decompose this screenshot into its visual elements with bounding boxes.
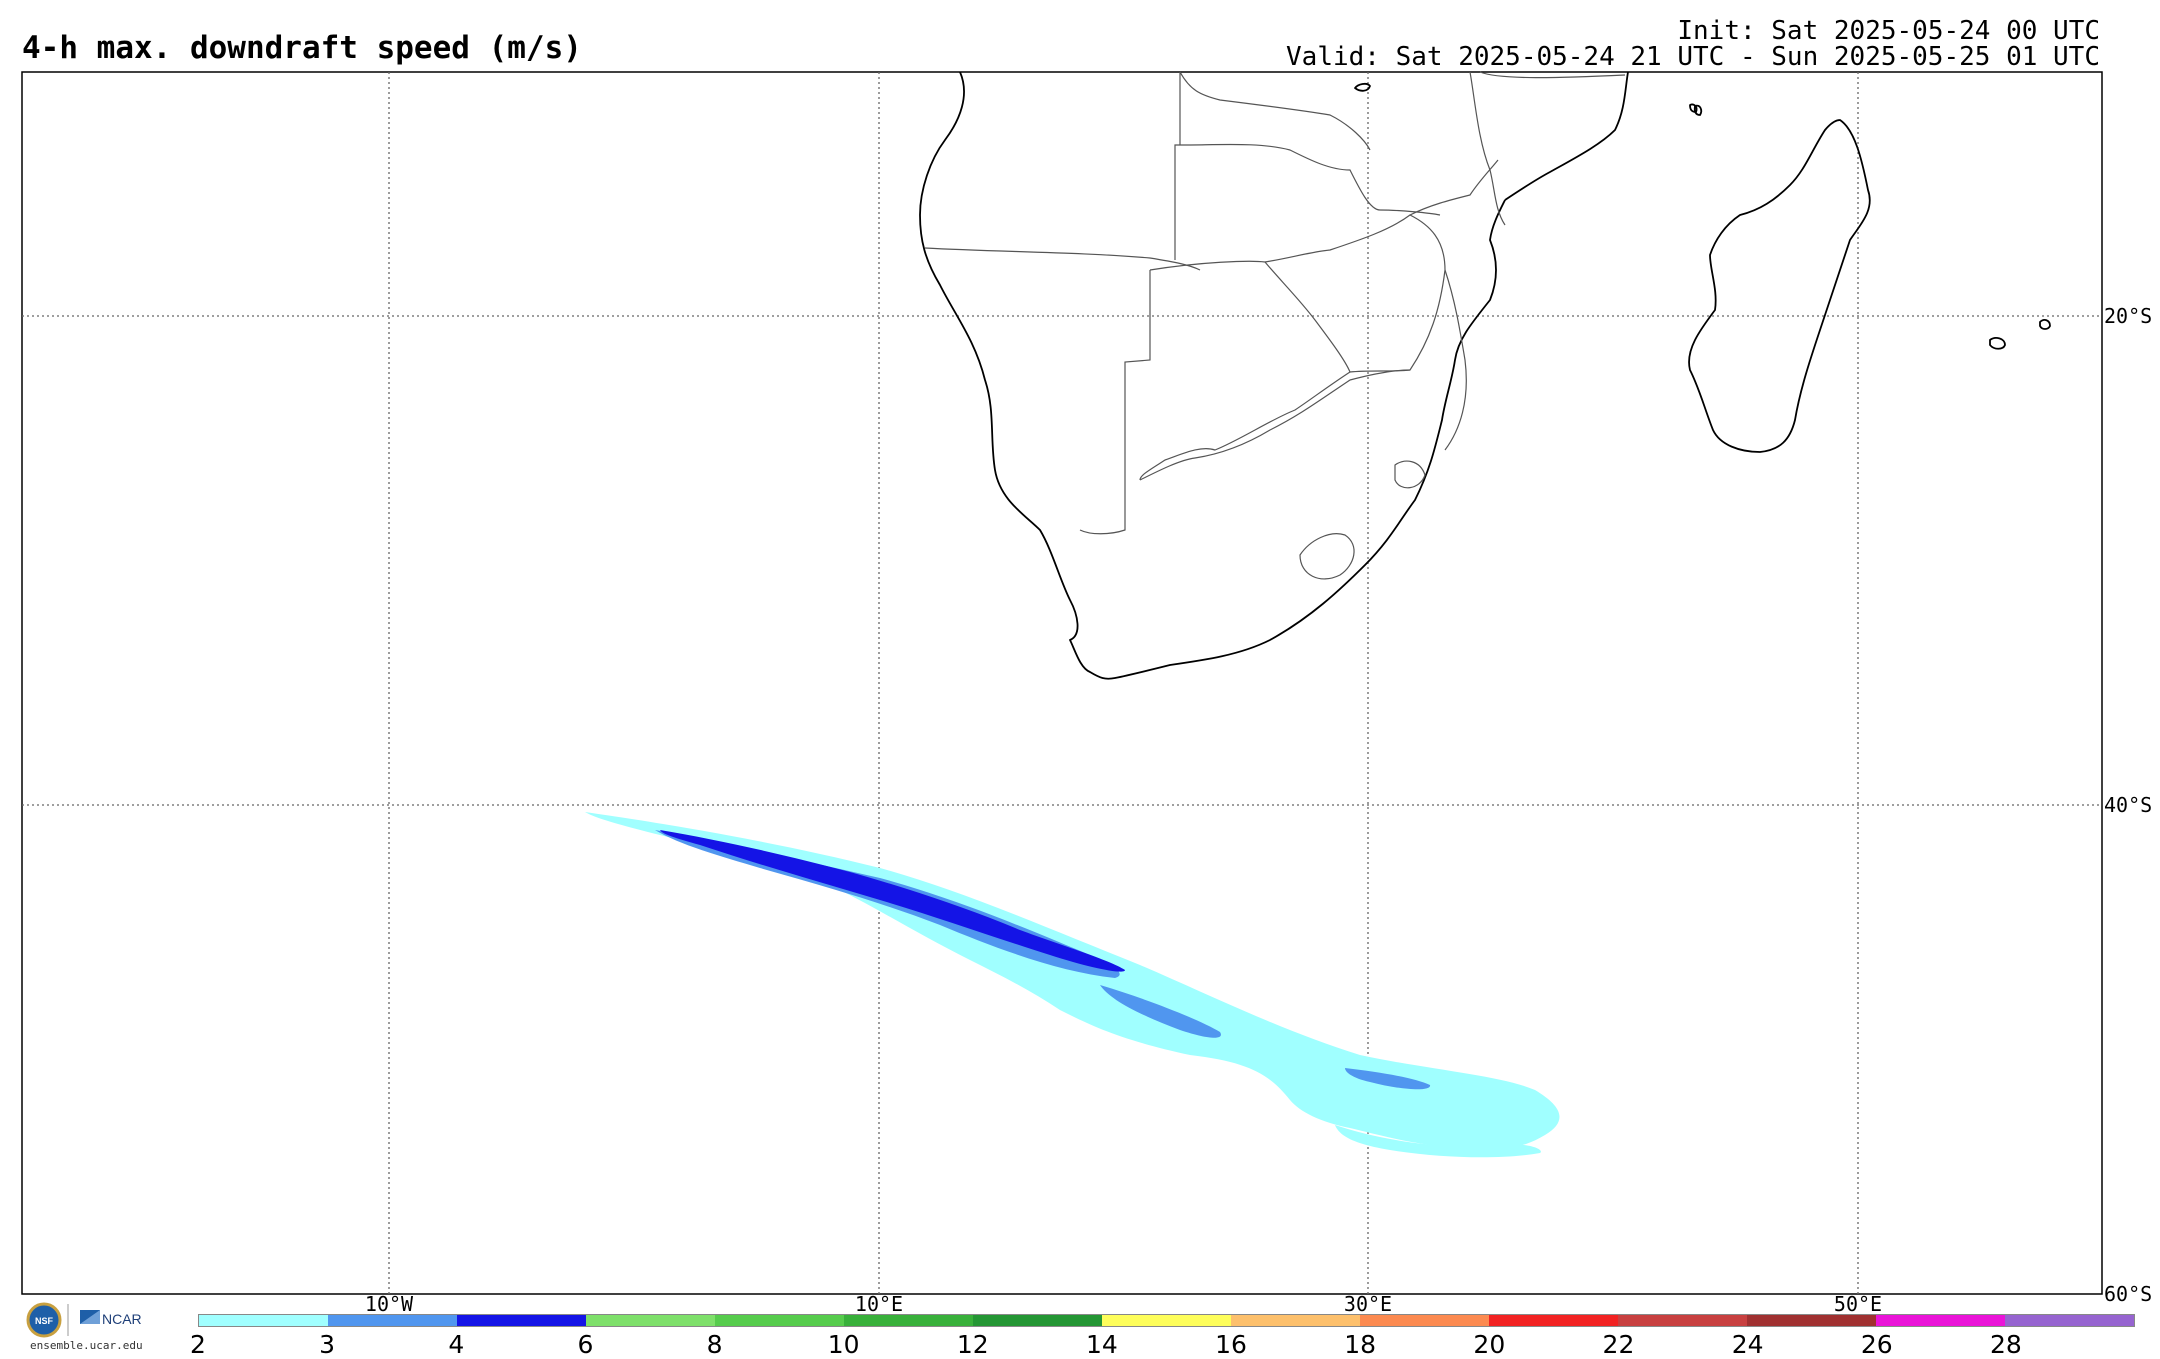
init-time: Init: Sat 2025-05-24 00 UTC	[1677, 16, 2100, 46]
colorbar-tick-label: 2	[190, 1330, 206, 1359]
border-eswatini	[1394, 460, 1426, 489]
coast-lake	[1354, 82, 1371, 92]
colorbar-tick-label: 18	[1344, 1330, 1377, 1359]
nsf-logo-icon	[26, 1302, 62, 1338]
branding-url: ensemble.ucar.edu	[30, 1339, 143, 1352]
colorbar-tick-label: 22	[1602, 1330, 1635, 1359]
colorbar-tick-label: 20	[1473, 1330, 1506, 1359]
border-mozambique	[1409, 159, 1499, 451]
border-lesotho	[1299, 533, 1355, 580]
colorbar-segment	[1489, 1315, 1618, 1326]
lat-label-20s: 20°S	[2104, 304, 2153, 328]
map-frame	[21, 71, 2103, 1295]
colorbar-tick-label: 6	[577, 1330, 594, 1359]
colorbar-tick-label: 16	[1215, 1330, 1247, 1359]
colorbar-segment	[1231, 1315, 1360, 1326]
country-borders	[924, 71, 1626, 580]
downdraft-field	[585, 812, 1560, 1158]
downdraft-mid-blue-3	[1345, 1068, 1431, 1090]
colorbar-tick-label: 28	[1989, 1330, 2022, 1359]
colorbar-segment	[1360, 1315, 1489, 1326]
border-botswana	[1139, 260, 1351, 481]
colorbar-segment	[973, 1315, 1102, 1326]
coast-africa-east	[1504, 71, 1629, 201]
downdraft-light-cyan-tail	[1335, 1125, 1541, 1158]
island-small	[1693, 104, 1703, 116]
colorbar-segment	[1747, 1315, 1876, 1326]
colorbar-tick-label: 24	[1731, 1330, 1764, 1359]
downdraft-light-cyan	[585, 812, 1560, 1149]
colorbar-segment	[199, 1315, 328, 1326]
coast-mauritius	[2039, 319, 2051, 330]
colorbar-segment	[2005, 1315, 2134, 1326]
islands-outline	[1693, 104, 1703, 116]
lat-label-60s: 60°S	[2104, 1282, 2153, 1306]
lat-label-40s: 40°S	[2104, 793, 2153, 817]
lon-label-50e: 50°E	[1833, 1292, 1883, 1316]
lon-label-30e: 30°E	[1343, 1292, 1393, 1316]
coast-reunion	[1989, 337, 2006, 350]
lon-label-10w: 10°W	[364, 1292, 414, 1316]
downdraft-mid-blue-2	[1100, 985, 1221, 1038]
valid-time: Valid: Sat 2025-05-24 21 UTC - Sun 2025-…	[1286, 42, 2100, 72]
colorbar-segment	[1102, 1315, 1231, 1326]
colorbar-tick-label: 3	[319, 1330, 336, 1359]
border-zambia	[1174, 72, 1441, 260]
colorbar-segment	[715, 1315, 844, 1326]
colorbar-segment	[844, 1315, 973, 1326]
border-tanzania	[1479, 71, 1626, 79]
border-southafrica	[1139, 369, 1411, 481]
colorbar-segment	[586, 1315, 715, 1326]
border-namibia	[924, 247, 1201, 535]
colorbar-segment	[1876, 1315, 2005, 1326]
logo-group: NSF NCAR	[26, 1302, 142, 1338]
colorbar-tick-label: 26	[1860, 1330, 1893, 1359]
colorbar-tick-label: 14	[1086, 1330, 1118, 1359]
colorbar-tick-label: 8	[706, 1330, 723, 1359]
ncar-logo-text: NCAR	[102, 1311, 142, 1327]
colorbar-tick-label: 12	[956, 1330, 989, 1359]
colorbar-tick-label: 10	[827, 1330, 860, 1359]
downdraft-deep-blue	[660, 830, 1125, 972]
map-title: 4-h max. downdraft speed (m/s)	[22, 30, 582, 66]
coast-madagascar	[1688, 119, 1871, 453]
graticule	[22, 72, 2102, 1294]
nsf-logo-text: NSF	[35, 1316, 54, 1326]
colorbar	[198, 1314, 2135, 1327]
lon-label-10e: 10°E	[854, 1292, 904, 1316]
border-drc	[1179, 71, 1371, 151]
coast-africa-west	[919, 71, 1506, 680]
border-malawi	[1469, 71, 1506, 226]
colorbar-segment	[1618, 1315, 1747, 1326]
coastlines	[919, 71, 2051, 680]
colorbar-segment	[457, 1315, 586, 1326]
colorbar-segment	[328, 1315, 457, 1326]
colorbar-tick-label: 4	[448, 1330, 465, 1359]
